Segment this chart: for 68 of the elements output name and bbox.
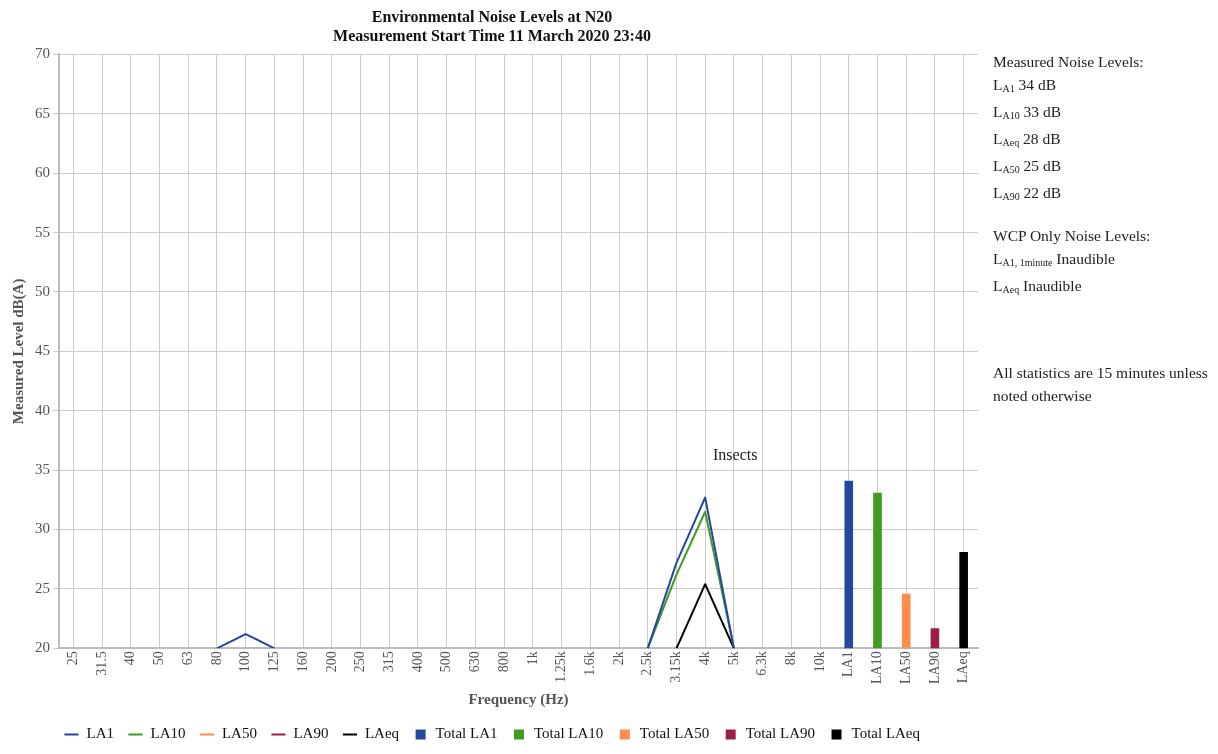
x-tick-label: 2.5k	[639, 651, 655, 676]
chart-title: Environmental Noise Levels at N20	[371, 7, 613, 25]
y-tick-label: 25	[35, 579, 50, 596]
legend-label: LA90	[293, 725, 329, 742]
text: L$_{A90}$ 22 dB	[993, 183, 1063, 204]
x-tick-label: 800	[495, 651, 511, 673]
x-tick-label: 1.6k	[581, 651, 597, 676]
x-tick-label: 125	[266, 651, 282, 673]
y-tick-label: 30	[35, 520, 50, 537]
text: L$_{A1, 1minute}$ Inaudible	[993, 249, 1116, 270]
legend-label: LAeq	[364, 725, 400, 742]
legend-label: Total LA90	[745, 725, 816, 742]
x-tick-label: LAeq	[955, 651, 971, 684]
y-axis-title: Measured Level dB(A)	[9, 278, 27, 425]
x-tick-label: 400	[409, 651, 425, 673]
x-tick-label: 200	[323, 651, 339, 673]
y-tick-label: 40	[35, 401, 50, 418]
y-tick-label: 70	[35, 45, 50, 62]
chart-subtitle: Measurement Start Time 11 March 2020 23:40	[333, 26, 651, 44]
x-tick-label: 4k	[696, 651, 712, 666]
x-tick-label: 80	[208, 651, 224, 666]
text: L$_{A10}$ 33 dB	[993, 102, 1063, 123]
legend-label: Total LAeq	[851, 725, 921, 742]
legend-label: LA10	[150, 725, 186, 742]
x-tick-label: 2k	[610, 651, 626, 666]
text: All statistics are 15 minutes unless noted otherwise	[993, 363, 1209, 406]
annotation: Insects	[713, 446, 758, 464]
x-tick-label: 5k	[725, 651, 741, 666]
y-tick-label: 55	[35, 223, 50, 240]
x-axis-title: Frequency (Hz)	[468, 690, 569, 708]
x-tick-label: LA50	[897, 651, 913, 685]
text: Measured Noise Levels:	[993, 52, 1145, 72]
text: WCP Only Noise Levels:	[993, 226, 1152, 246]
legend-label: Total LA1	[435, 725, 498, 742]
x-tick-label: 1k	[524, 651, 540, 666]
text: L$_{A50}$ 25 dB	[993, 156, 1063, 177]
x-tick-label: 3.15k	[668, 651, 684, 683]
text: L$_{Aeq}$ 28 dB	[993, 129, 1062, 150]
y-tick-label: 20	[35, 639, 50, 656]
x-tick-label: 630	[467, 651, 483, 673]
legend-label: LA50	[221, 725, 257, 742]
y-tick-label: 60	[35, 164, 50, 181]
legend-label: Total LA50	[639, 725, 710, 742]
x-tick-label: 8k	[783, 651, 798, 666]
x-tick-label: 160	[294, 651, 310, 673]
x-tick-label: LA90	[926, 651, 942, 685]
x-tick-label: 10k	[811, 651, 827, 673]
x-tick-label: 250	[352, 651, 368, 673]
x-tick-label: 63	[179, 651, 195, 666]
legend-label: LA1	[86, 725, 114, 742]
x-tick-label: 1.25k	[553, 651, 569, 683]
x-tick-label: 6.3k	[754, 651, 770, 676]
x-tick-label: 40	[122, 651, 138, 666]
x-tick-label: 31.5	[93, 651, 109, 676]
y-tick-label: 65	[35, 104, 50, 121]
y-tick-label: 45	[35, 342, 50, 359]
x-tick-label: LA1	[840, 651, 856, 678]
x-tick-label: 500	[438, 651, 454, 673]
text: L$_{Aeq}$ Inaudible	[993, 276, 1083, 297]
x-tick-label: 25	[65, 651, 81, 666]
text: L$_{A1}$ 34 dB	[993, 75, 1058, 96]
legend-label: Total LA10	[533, 725, 604, 742]
x-tick-label: 315	[380, 651, 396, 673]
x-tick-label: 50	[151, 651, 167, 666]
x-tick-label: 100	[237, 651, 253, 673]
y-tick-label: 50	[35, 282, 50, 299]
x-tick-label: LA10	[869, 651, 885, 685]
y-tick-label: 35	[35, 461, 50, 478]
